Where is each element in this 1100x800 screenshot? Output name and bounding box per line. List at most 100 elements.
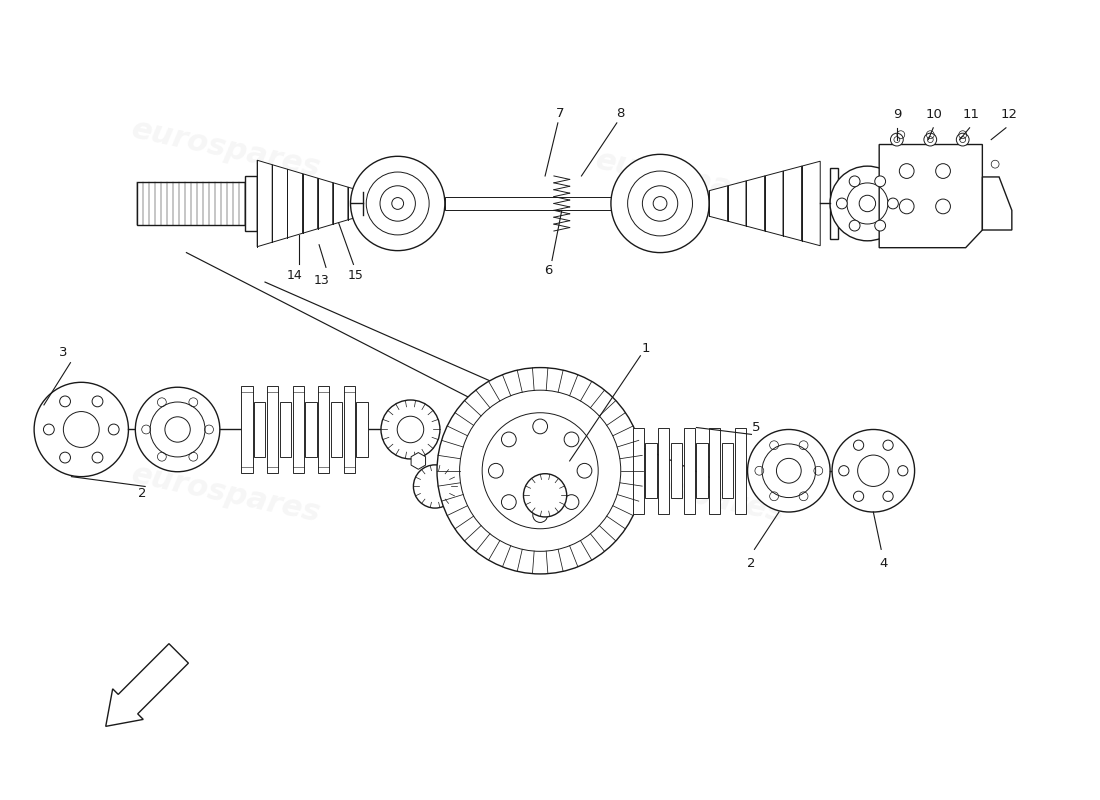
Text: 11: 11 [964,107,980,121]
Bar [684,427,695,514]
Polygon shape [348,187,363,220]
Bar [343,386,355,473]
Circle shape [956,134,969,146]
Circle shape [381,400,440,459]
Circle shape [900,164,914,178]
Bar [830,168,838,239]
Polygon shape [879,145,982,248]
Circle shape [502,494,516,510]
Circle shape [854,440,864,450]
Text: eurospares: eurospares [129,460,323,529]
Circle shape [34,382,129,477]
Bar [671,443,682,498]
Bar [293,386,304,473]
Text: 14: 14 [287,269,303,282]
Circle shape [532,508,548,522]
Circle shape [748,430,830,512]
Circle shape [414,465,456,508]
Bar [138,182,245,225]
Polygon shape [783,166,802,241]
Text: 7: 7 [556,106,564,119]
Polygon shape [302,174,318,234]
Polygon shape [257,160,273,246]
Polygon shape [333,182,348,224]
Circle shape [351,156,444,250]
Circle shape [437,367,644,574]
Circle shape [502,432,516,446]
Polygon shape [287,170,303,238]
Circle shape [578,463,592,478]
Circle shape [849,220,860,231]
Bar [242,386,253,473]
Circle shape [92,452,103,463]
Bar [356,402,367,457]
Circle shape [135,387,220,472]
Polygon shape [728,181,746,226]
Text: 6: 6 [543,264,552,277]
Circle shape [524,474,567,517]
Circle shape [838,466,849,476]
Polygon shape [273,165,287,242]
Circle shape [564,432,579,446]
Text: 2: 2 [138,487,146,500]
Text: 10: 10 [926,107,943,121]
Circle shape [900,199,914,214]
Text: 4: 4 [879,557,888,570]
Text: 8: 8 [617,106,625,119]
Circle shape [898,466,907,476]
Circle shape [891,134,903,146]
Bar [306,402,317,457]
Circle shape [854,491,864,502]
Text: 15: 15 [348,269,363,282]
Bar [646,443,657,498]
Text: 1: 1 [642,342,650,355]
Text: 12: 12 [1000,107,1018,121]
Bar [331,402,342,457]
Circle shape [874,176,886,186]
Circle shape [888,198,899,209]
Circle shape [924,134,937,146]
Circle shape [849,176,860,186]
Bar [658,427,670,514]
Circle shape [532,419,548,434]
Circle shape [488,463,503,478]
Text: 5: 5 [752,421,760,434]
Bar [722,443,734,498]
Text: 2: 2 [747,557,756,570]
Circle shape [874,220,886,231]
Text: 9: 9 [893,107,901,121]
Circle shape [59,396,70,407]
Circle shape [936,199,950,214]
Circle shape [883,491,893,502]
Bar [632,427,644,514]
Text: 3: 3 [59,346,68,359]
Text: eurospares: eurospares [593,146,788,214]
Polygon shape [318,178,333,229]
Circle shape [59,452,70,463]
Polygon shape [982,177,1012,230]
Circle shape [936,164,950,178]
Bar [254,402,265,457]
Circle shape [108,424,119,435]
Bar [279,402,292,457]
Circle shape [92,396,103,407]
Bar [444,197,634,210]
Circle shape [610,154,710,253]
Text: 13: 13 [315,274,330,286]
Bar [710,427,720,514]
Circle shape [43,424,54,435]
Circle shape [830,166,904,241]
Text: eurospares: eurospares [129,114,323,182]
Polygon shape [710,186,728,221]
Bar [696,443,707,498]
Bar [267,386,278,473]
Text: eurospares: eurospares [593,460,788,529]
Circle shape [883,440,893,450]
Circle shape [564,494,579,510]
Bar [318,386,329,473]
Polygon shape [764,171,783,236]
Circle shape [836,198,847,209]
Polygon shape [746,176,764,231]
Circle shape [832,430,914,512]
Bar [245,176,257,231]
